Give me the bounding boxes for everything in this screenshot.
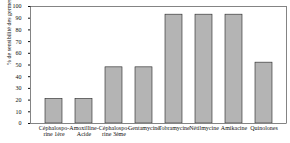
svg-text:Céphalospo-rine 1ère: Céphalospo-rine 1ère xyxy=(39,125,69,137)
svg-text:Tobramycine: Tobramycine xyxy=(158,125,190,131)
svg-text:Amikacine: Amikacine xyxy=(221,125,248,131)
svg-text:90: 90 xyxy=(16,15,22,21)
svg-text:20: 20 xyxy=(16,97,22,103)
svg-text:Nétilmycine: Nétilmycine xyxy=(189,125,219,131)
svg-text:10: 10 xyxy=(16,109,22,115)
svg-text:100: 100 xyxy=(13,3,22,9)
svg-text:0: 0 xyxy=(19,120,22,126)
svg-text:Quinolones: Quinolones xyxy=(250,125,278,131)
svg-text:50: 50 xyxy=(16,62,22,68)
svg-text:70: 70 xyxy=(16,39,22,45)
svg-text:60: 60 xyxy=(16,50,22,56)
svg-text:30: 30 xyxy=(16,85,22,91)
svg-text:Gentamycine: Gentamycine xyxy=(128,125,160,131)
svg-text:% de sensibilité des germes: % de sensibilité des germes xyxy=(6,0,12,65)
svg-text:40: 40 xyxy=(16,74,22,80)
svg-text:Céphalospo-rine 3ème: Céphalospo-rine 3ème xyxy=(99,125,129,137)
svg-text:Amoxilline-Acide: Amoxilline-Acide xyxy=(69,125,98,137)
svg-text:80: 80 xyxy=(16,27,22,33)
